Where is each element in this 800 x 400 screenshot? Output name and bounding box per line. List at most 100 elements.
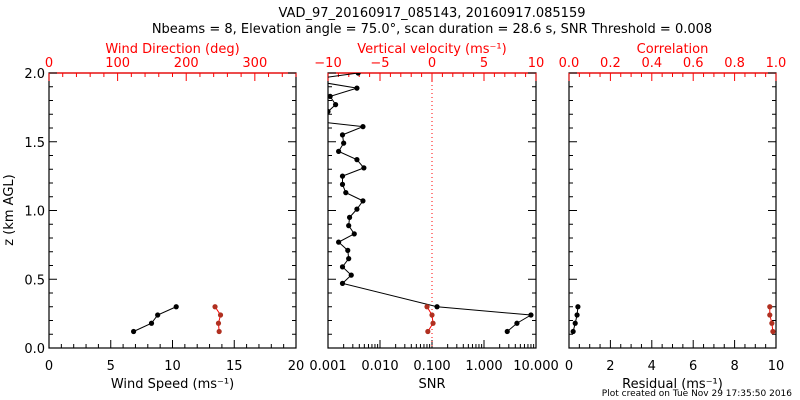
top-x-tick-label: 0 xyxy=(45,56,53,71)
correlation-point xyxy=(770,328,776,335)
correlation-line xyxy=(769,306,774,332)
snr-point xyxy=(434,304,440,310)
snr-point xyxy=(361,165,367,171)
snr-point xyxy=(514,320,520,326)
wind-speed-point xyxy=(130,328,137,335)
y-tick-label: 2.0 xyxy=(24,67,45,82)
correlation-point xyxy=(769,320,775,326)
snr-point xyxy=(339,280,346,286)
top-x-tick-label: 10 xyxy=(528,56,545,71)
snr-point xyxy=(360,124,366,130)
series-group xyxy=(298,73,534,335)
top-x-tick-label: 1.0 xyxy=(766,56,787,71)
top-x-tick-label: 0.0 xyxy=(559,56,580,71)
figure-title: VAD_97_20160917_085143, 20160917.085159 xyxy=(279,6,586,21)
snr-point xyxy=(354,85,360,91)
figure-subtitle: Nbeams = 8, Elevation angle = 75.0°, sca… xyxy=(152,22,712,37)
vertical-velocity-point xyxy=(429,312,435,318)
snr-point xyxy=(348,272,354,278)
wind-speed-point xyxy=(173,304,179,310)
x-tick-label: 10 xyxy=(164,359,181,374)
y-tick-label: 1.5 xyxy=(24,136,45,151)
plot-frame xyxy=(568,72,777,349)
x-tick-label: 2 xyxy=(606,359,614,374)
snr-point xyxy=(360,198,366,204)
snr-point xyxy=(339,132,346,138)
plot-frame xyxy=(327,72,537,349)
wind-direction-point xyxy=(216,328,222,335)
snr-point xyxy=(346,256,352,262)
snr-point xyxy=(351,231,357,237)
x-tick-label: 15 xyxy=(226,359,243,374)
x-tick-label: 0 xyxy=(565,359,573,374)
top-x-tick-label: 300 xyxy=(242,56,267,71)
wind-speed-point xyxy=(148,320,155,326)
y-tick-label: 0.5 xyxy=(24,273,45,288)
wind-direction-point xyxy=(215,320,222,326)
top-axis-label: Vertical velocity (ms⁻¹) xyxy=(357,42,506,57)
top-x-tick-label: 100 xyxy=(105,56,130,71)
snr-point xyxy=(332,102,339,108)
top-x-tick-label: 0.6 xyxy=(683,56,704,71)
snr-point xyxy=(504,328,510,335)
x-tick-label: 1.000 xyxy=(465,359,502,374)
snr-point xyxy=(354,206,360,212)
snr-point xyxy=(339,173,346,179)
residual-line xyxy=(572,306,579,332)
residual-point xyxy=(572,320,578,326)
snr-point xyxy=(354,157,360,163)
snr-point xyxy=(339,181,346,187)
snr-point xyxy=(328,93,333,99)
top-x-tick-label: 0.2 xyxy=(600,56,621,71)
snr-point xyxy=(355,73,361,76)
snr-point xyxy=(346,223,352,229)
x-tick-label: 6 xyxy=(689,359,697,374)
residual-point xyxy=(575,304,581,310)
vertical-velocity-point xyxy=(430,320,436,326)
snr-point xyxy=(328,108,331,115)
plot-created-footer: Plot created on Tue Nov 29 17:35:50 2016 xyxy=(602,389,792,399)
vertical-velocity-point xyxy=(424,304,430,310)
y-axis-label: z (km AGL) xyxy=(2,174,17,245)
x-tick-label: 0.010 xyxy=(361,359,398,374)
panel-2: 0.001 0.010 0.100 1.000 10.000 SNR −10 −5 0 5 10 Ve… xyxy=(298,42,559,392)
y-tick-label: 0.0 xyxy=(24,342,45,357)
top-x-tick-label: 0.8 xyxy=(724,56,745,71)
wind-direction-point xyxy=(217,312,224,318)
top-axis-label: Correlation xyxy=(637,42,709,57)
x-tick-label: 0 xyxy=(45,359,53,374)
residual-point xyxy=(570,328,576,335)
series-group xyxy=(130,304,224,335)
wind-direction-point xyxy=(212,304,218,310)
top-axis-label: Wind Direction (deg) xyxy=(105,42,239,57)
x-tick-label: 20 xyxy=(288,359,305,374)
x-tick-label: 5 xyxy=(107,359,115,374)
series-group xyxy=(570,304,776,335)
snr-point xyxy=(298,117,303,122)
x-tick-label: 10.000 xyxy=(513,359,559,374)
x-tick-label: 0.001 xyxy=(309,359,346,374)
top-x-tick-label: 0.4 xyxy=(641,56,662,71)
vertical-velocity-line xyxy=(426,306,434,332)
snr-point xyxy=(341,140,347,146)
x-axis-label: Wind Speed (ms⁻¹) xyxy=(111,377,234,392)
x-tick-label: 4 xyxy=(648,359,656,374)
snr-point xyxy=(339,264,346,270)
residual-point xyxy=(574,312,580,318)
top-x-tick-label: 0 xyxy=(428,56,436,71)
snr-point xyxy=(345,247,351,253)
snr-point xyxy=(528,312,534,318)
snr-line xyxy=(328,73,533,332)
x-axis-label: SNR xyxy=(418,377,445,392)
top-x-tick-label: 5 xyxy=(480,56,488,71)
y-tick-label: 1.0 xyxy=(24,205,45,220)
x-axis-label: Residual (ms⁻¹) xyxy=(622,377,723,392)
snr-point xyxy=(336,148,342,154)
x-tick-label: 0.100 xyxy=(413,359,450,374)
x-tick-label: 8 xyxy=(730,359,738,374)
wind-speed-line xyxy=(133,306,177,332)
snr-point xyxy=(305,77,310,82)
correlation-point xyxy=(767,312,773,318)
